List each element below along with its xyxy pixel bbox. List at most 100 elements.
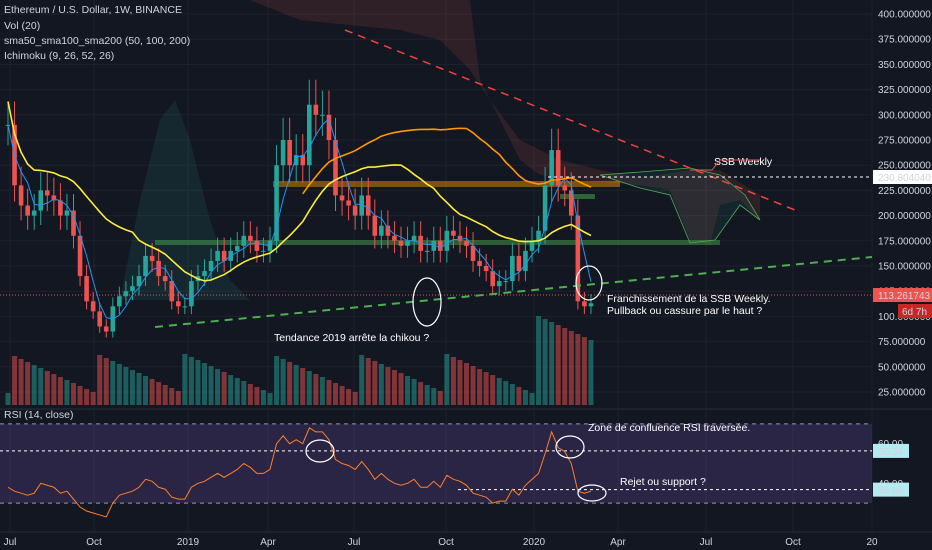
countdown-badge (898, 304, 932, 318)
ssb-callout-line (690, 159, 760, 171)
rsi-highlight-ellipse-2 (555, 435, 585, 459)
volume-bar (97, 355, 103, 405)
candle-body (379, 225, 384, 236)
volume-bar (568, 331, 574, 405)
candle-body (352, 205, 358, 216)
volume-bar (411, 379, 417, 405)
volume-bar (365, 358, 371, 405)
volume-bar (208, 366, 214, 405)
price-tick-label: 225.000000 (878, 186, 931, 197)
volume-bar (287, 362, 293, 405)
volume-bar (12, 356, 18, 405)
candle-body (431, 240, 437, 251)
volume-bar (31, 365, 37, 405)
volume-bar (44, 371, 50, 405)
candle-body (117, 296, 122, 307)
price-tick-label: 325.000000 (878, 85, 931, 96)
time-tick-label: Apr (260, 537, 276, 548)
symbol-legend-title[interactable]: Ethereum / U.S. Dollar, 1W, BINANCE (4, 4, 182, 16)
candle-body (130, 286, 135, 292)
candle-body (84, 276, 89, 302)
volume-bar (516, 387, 522, 405)
candle-body (136, 276, 142, 287)
volume-bar (182, 354, 188, 405)
candle-body (529, 240, 535, 251)
volume-bar (464, 363, 469, 405)
volume-bar (509, 384, 515, 405)
rsi-upper-badge (873, 443, 909, 458)
ichimoku-legend[interactable]: Ichimoku (9, 26, 52, 26) (4, 50, 115, 62)
ichimoku-cloud-future (599, 167, 761, 244)
resistance-zone-orange (273, 181, 620, 187)
candle-body (326, 114, 332, 140)
candle-body (398, 240, 404, 246)
sma200-line (302, 127, 592, 195)
rsi-lower-badge (873, 482, 909, 497)
candle-body (424, 250, 430, 252)
rsi-legend[interactable]: RSI (14, close) (4, 409, 74, 421)
candle-body (549, 150, 554, 186)
volume-bar (391, 370, 397, 405)
candle-body (405, 240, 410, 246)
volume-bar (215, 369, 221, 405)
candle-body (333, 140, 338, 196)
candle-body (176, 301, 181, 307)
volume-bar (175, 391, 181, 405)
candle-body (58, 200, 63, 216)
price-tick-label: 75.000000 (878, 337, 926, 348)
volume-bar (581, 337, 587, 405)
volume-bar (444, 354, 450, 405)
price-tick-label: 25.000000 (878, 388, 926, 399)
candle-body (156, 260, 161, 277)
candle-body (38, 190, 44, 211)
volume-bar (5, 393, 11, 405)
candle-body (385, 225, 391, 236)
candle-body (77, 235, 83, 277)
candle-body (575, 215, 581, 302)
candle-body (365, 195, 371, 216)
price-tick-label: 50.000000 (878, 362, 926, 373)
candle-body (208, 260, 214, 272)
volume-bar (123, 367, 129, 405)
time-tick-label: Jul (348, 537, 361, 548)
countdown-badge-text: 6d 7h (902, 307, 927, 318)
volume-bar (84, 389, 90, 405)
price-tick-label: 275.000000 (878, 136, 931, 147)
volume-bar (470, 366, 476, 405)
sma-legend[interactable]: sma50_sma100_sma200 (50, 100, 200) (4, 35, 191, 47)
volume-bar (555, 325, 561, 405)
candle-body (588, 303, 594, 307)
candle-body (31, 210, 37, 216)
candle-body (241, 235, 247, 246)
volume-bar (313, 374, 319, 405)
candle-body (438, 240, 443, 251)
volume-legend[interactable]: Vol (20) (4, 20, 41, 32)
price-tick-label: 200.000000 (878, 211, 931, 222)
volume-bar (260, 390, 266, 405)
volume-bar (51, 374, 57, 405)
annotation-franchissement-2: Pullback ou cassure par le haut ? (607, 305, 762, 317)
candle-body (477, 260, 482, 266)
volume-bar (477, 369, 483, 405)
candle-body (274, 165, 279, 241)
price-tick-label: 175.000000 (878, 236, 931, 247)
volume-bar (18, 359, 24, 405)
rsi-line (7, 427, 592, 518)
rsi-band (0, 423, 872, 504)
price-tick-label: 350.000000 (878, 60, 931, 71)
candle-body (536, 230, 541, 241)
volume-bar (378, 364, 384, 405)
time-tick-label: Oct (438, 537, 454, 548)
volume-bar (300, 368, 306, 405)
candle-body (189, 281, 194, 307)
price-tick-label: 150.000000 (878, 262, 931, 273)
time-tick-label: 2019 (177, 537, 200, 548)
volume-bar (71, 383, 76, 405)
volume-bar (64, 380, 70, 405)
candle-body (392, 235, 397, 241)
candle-body (457, 235, 463, 241)
candle-body (261, 250, 266, 252)
volume-bar (549, 322, 555, 405)
candle-body (182, 306, 188, 308)
candle-body (372, 215, 378, 236)
